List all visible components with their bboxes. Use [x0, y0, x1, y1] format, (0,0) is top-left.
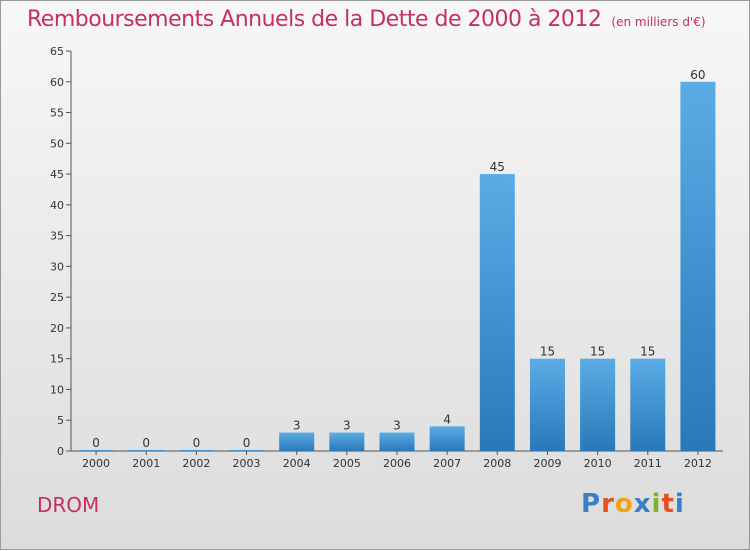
x-tick-label: 2007 — [433, 457, 461, 470]
logo-letter: i — [651, 489, 662, 519]
bar-2002 — [178, 450, 214, 451]
y-tick-label: 15 — [50, 353, 64, 366]
data-label-2000: 0 — [92, 436, 100, 450]
y-tick-label: 0 — [57, 445, 64, 458]
y-tick-label: 5 — [57, 414, 64, 427]
data-label-2006: 3 — [393, 419, 401, 433]
commune-name: DROM — [37, 493, 100, 517]
bar-2003 — [229, 450, 265, 451]
bar-2005 — [329, 432, 365, 451]
y-tick-label: 40 — [50, 199, 64, 212]
y-tick-label: 55 — [50, 107, 64, 120]
chart-unit-note: (en milliers d'€) — [611, 15, 706, 29]
bar-2011 — [630, 358, 666, 451]
bar-2000 — [78, 450, 114, 451]
bar-2009 — [529, 358, 565, 451]
logo-letter: x — [633, 489, 652, 519]
x-tick-label: 2000 — [82, 457, 110, 470]
x-tick-label: 2011 — [634, 457, 662, 470]
y-tick-label: 30 — [50, 260, 64, 273]
y-tick-label: 35 — [50, 230, 64, 243]
data-label-2011: 15 — [640, 345, 655, 359]
x-tick-label: 2010 — [584, 457, 612, 470]
bar-2004 — [279, 432, 315, 451]
bar-2006 — [379, 432, 415, 451]
bar-2001 — [128, 450, 164, 451]
logo-letter: r — [601, 489, 615, 519]
x-tick-label: 2008 — [483, 457, 511, 470]
y-tick-label: 20 — [50, 322, 64, 335]
x-tick-label: 2001 — [132, 457, 160, 470]
y-tick-label: 60 — [50, 76, 64, 89]
y-tick-label: 45 — [50, 168, 64, 181]
x-tick-label: 2009 — [533, 457, 561, 470]
chart-title-text: Remboursements Annuels de la Dette de 20… — [27, 7, 602, 32]
y-tick-label: 65 — [50, 45, 64, 58]
bar-2012 — [680, 81, 716, 452]
x-tick-label: 2005 — [333, 457, 361, 470]
proxiti-logo: Proxiti — [581, 489, 685, 519]
bar-2007 — [429, 426, 465, 451]
data-label-2003: 0 — [243, 436, 251, 450]
data-label-2008: 45 — [490, 160, 505, 174]
logo-letter: P — [581, 489, 602, 519]
y-tick-label: 10 — [50, 383, 64, 396]
chart-title: Remboursements Annuels de la Dette de 20… — [27, 7, 706, 32]
data-label-2004: 3 — [293, 419, 301, 433]
logo-letter: i — [674, 489, 685, 519]
y-tick-label: 25 — [50, 291, 64, 304]
data-label-2007: 4 — [443, 412, 451, 426]
y-tick-label: 50 — [50, 137, 64, 150]
bar-2010 — [580, 358, 616, 451]
data-label-2001: 0 — [142, 436, 150, 450]
data-label-2010: 15 — [590, 345, 605, 359]
x-tick-label: 2012 — [684, 457, 712, 470]
x-tick-label: 2004 — [283, 457, 311, 470]
logo-letter: o — [614, 489, 634, 519]
x-tick-label: 2002 — [182, 457, 210, 470]
data-label-2002: 0 — [193, 436, 201, 450]
x-tick-label: 2003 — [233, 457, 261, 470]
bar-2008 — [479, 174, 515, 452]
data-label-2005: 3 — [343, 419, 351, 433]
data-label-2012: 60 — [690, 68, 705, 82]
data-label-2009: 15 — [540, 345, 555, 359]
x-tick-label: 2006 — [383, 457, 411, 470]
logo-letter: t — [661, 489, 675, 519]
